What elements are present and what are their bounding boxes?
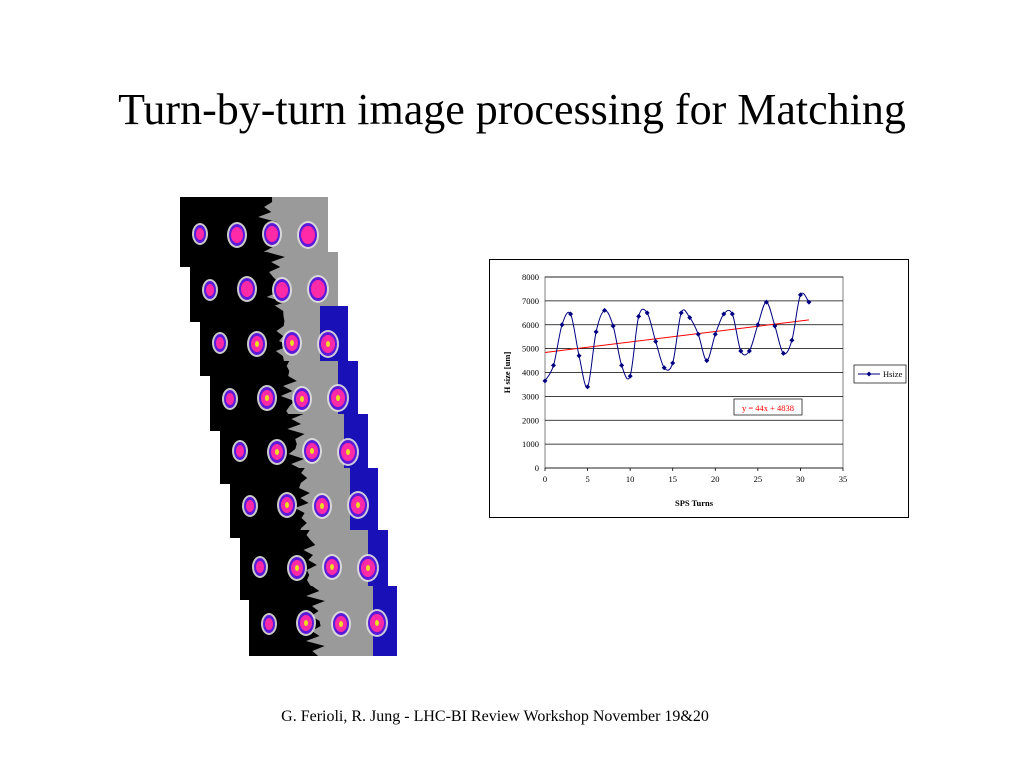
data-point: [542, 378, 548, 384]
data-point: [797, 292, 803, 298]
y-tick-label: 4000: [522, 368, 539, 378]
legend-marker: [866, 371, 872, 377]
data-point: [695, 331, 701, 337]
data-point: [721, 311, 727, 317]
data-point: [729, 311, 735, 317]
y-tick-label: 7000: [522, 296, 539, 306]
data-point: [644, 310, 650, 316]
data-point: [636, 313, 642, 319]
y-tick-label: 6000: [522, 320, 539, 330]
hsize-chart: 0 1000 2000 3000 4000 5000 6000 7000 8000 0 5 10 15 2…: [489, 259, 909, 518]
data-point: [568, 311, 574, 317]
data-point: [712, 331, 718, 337]
y-tick-label: 3000: [522, 391, 539, 401]
data-point: [551, 362, 557, 368]
y-tick-label: 0: [535, 463, 539, 473]
data-point: [559, 322, 565, 328]
x-axis-label: SPS Turns: [675, 498, 714, 508]
data-point: [704, 358, 710, 364]
y-tick-label: 1000: [522, 439, 539, 449]
legend-label: Hsize: [883, 369, 903, 379]
x-tick-label: 0: [543, 474, 547, 484]
data-point: [593, 329, 599, 335]
data-point: [789, 337, 795, 343]
data-point: [610, 323, 616, 329]
data-point: [806, 299, 812, 305]
slide-footer: G. Ferioli, R. Jung - LHC-BI Review Work…: [281, 708, 709, 725]
data-point: [780, 350, 786, 356]
slide-title: Turn-by-turn image processing for Matchi…: [118, 85, 906, 134]
trendline-label: y = 44x + 4838: [742, 403, 794, 413]
data-point: [602, 307, 608, 313]
y-tick-label: 2000: [522, 415, 539, 425]
data-point: [670, 360, 676, 366]
x-tick-label: 10: [626, 474, 635, 484]
data-point: [585, 384, 591, 390]
x-tick-label: 30: [796, 474, 805, 484]
data-point: [653, 338, 659, 344]
data-point: [661, 365, 667, 371]
beam-frame: [180, 197, 328, 267]
y-tick-label: 8000: [522, 272, 539, 282]
beam-frame: [240, 530, 388, 600]
x-tick-label: 20: [711, 474, 720, 484]
data-point: [772, 323, 778, 329]
data-point: [755, 322, 761, 328]
data-point: [627, 373, 633, 379]
data-point: [687, 315, 693, 321]
beam-frame: [230, 468, 378, 538]
x-tick-label: 25: [754, 474, 763, 484]
hsize-chart-svg: 0 1000 2000 3000 4000 5000 6000 7000 8000 0 5 10 15 2…: [502, 272, 907, 508]
y-tick-label: 5000: [522, 344, 539, 354]
x-tick-label: 5: [585, 474, 589, 484]
x-tick-label: 15: [668, 474, 677, 484]
data-point: [576, 353, 582, 359]
beam-frame: [249, 586, 397, 656]
trendline-label-box: [733, 398, 803, 416]
data-point: [619, 362, 625, 368]
data-point: [746, 348, 752, 354]
data-point: [678, 310, 684, 316]
data-point: [738, 348, 744, 354]
x-tick-label: 35: [839, 474, 848, 484]
data-point: [763, 299, 769, 305]
y-axis-label: H size [um]: [502, 352, 512, 394]
